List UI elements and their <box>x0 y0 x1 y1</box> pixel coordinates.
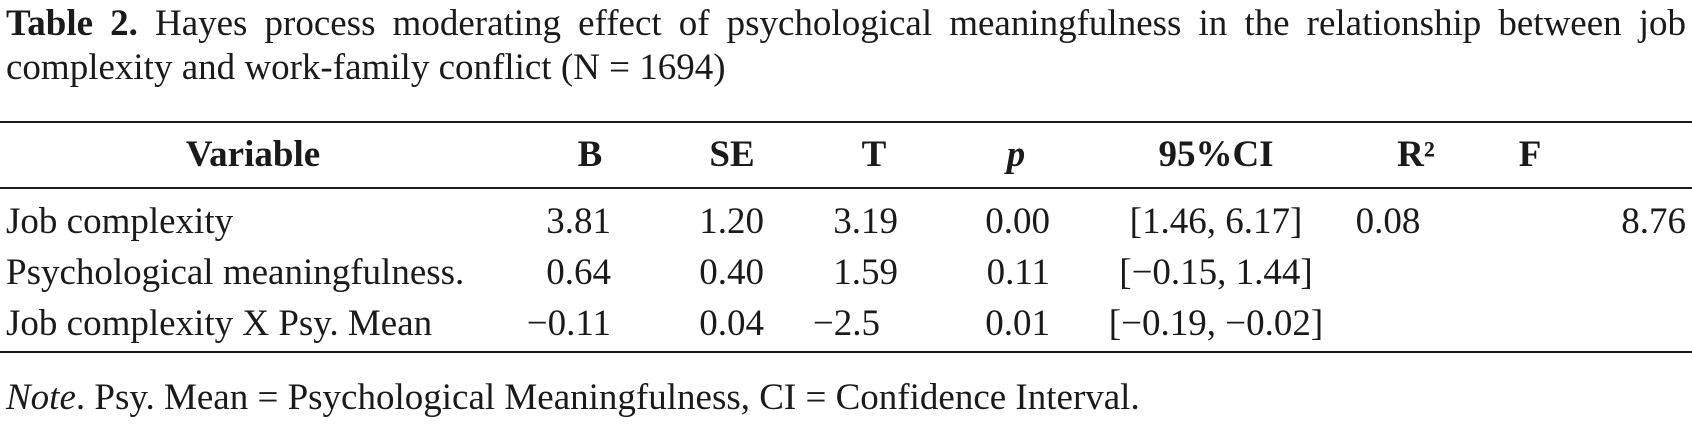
row1-p: 0.00 <box>985 201 1050 242</box>
row2-b: 0.64 <box>546 252 611 293</box>
table-header-rule <box>0 187 1692 189</box>
row2-p: 0.11 <box>986 252 1050 293</box>
row3-t: −2.5 <box>812 303 880 344</box>
table-caption: Table 2. Hayes process moderating effect… <box>6 2 1686 90</box>
header-se: SE <box>709 134 755 175</box>
row1-b: 3.81 <box>546 201 611 242</box>
header-variable: Variable <box>185 134 321 175</box>
row1-variable: Job complexity <box>6 201 234 242</box>
row3-variable: Job complexity X Psy. Mean <box>6 303 433 344</box>
row1-se: 1.20 <box>699 201 764 242</box>
table-note-text: . Psy. Mean = Psychological Meaningfulne… <box>75 377 1140 418</box>
table-bottom-rule <box>0 351 1692 353</box>
row3-b: −0.11 <box>526 303 611 344</box>
table-note-label: Note <box>6 377 76 418</box>
header-r2: R² <box>1397 134 1435 175</box>
table-note: Note. Psy. Mean = Psychological Meaningf… <box>6 378 1140 418</box>
row2-ci: [−0.15, 1.44] <box>1119 252 1313 293</box>
header-t: T <box>861 134 887 175</box>
row2-t: 1.59 <box>833 252 898 293</box>
row2-se: 0.40 <box>699 252 764 293</box>
row3-p: 0.01 <box>985 303 1050 344</box>
row3-ci: [−0.19, −0.02] <box>1108 303 1324 344</box>
header-ci: 95%CI <box>1158 134 1274 175</box>
table-top-rule <box>0 121 1692 123</box>
table-caption-text: Hayes process moderating effect of psych… <box>6 3 1686 88</box>
row2-variable: Psychological meaningfulness. <box>6 252 465 293</box>
header-p: p <box>1006 134 1026 175</box>
row3-se: 0.04 <box>699 303 764 344</box>
table-caption-label: Table 2. <box>6 3 138 44</box>
header-b: B <box>577 134 603 175</box>
row1-t: 3.19 <box>833 201 898 242</box>
row1-f: 8.76 <box>1621 201 1686 242</box>
header-f: F <box>1518 134 1542 175</box>
row1-r2: 0.08 <box>1355 201 1421 242</box>
row1-ci: [1.46, 6.17] <box>1129 201 1303 242</box>
